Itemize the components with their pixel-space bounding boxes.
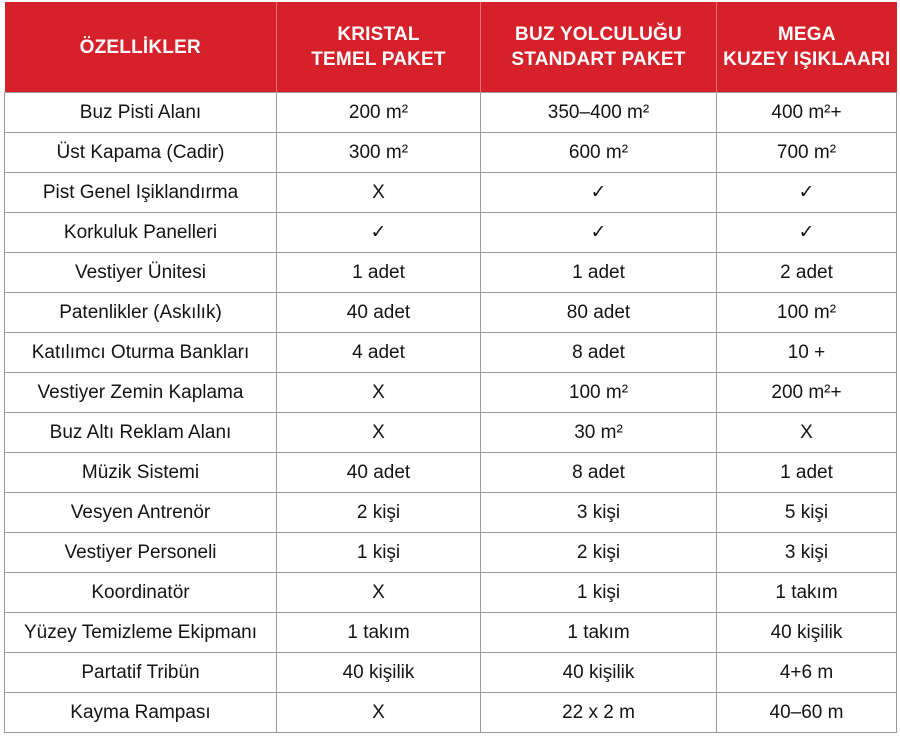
feature-cell: Vestiyer Zemin Kaplama [4, 372, 277, 413]
table-row: Buz Pisti Alanı 200 m² 350–400 m² 400 m²+ [4, 92, 897, 133]
kristal-cell: X [276, 372, 481, 413]
buz-yolculugu-cell: 8 adet [480, 452, 717, 493]
mega-cell: 10 + [716, 332, 897, 373]
kristal-cell: 2 kişi [276, 492, 481, 533]
feature-cell: Yüzey Temizleme Ekipmanı [4, 612, 277, 653]
mega-cell: 40–60 m [716, 692, 897, 733]
buz-yolculugu-cell: 80 adet [480, 292, 717, 333]
buz-yolculugu-cell: 1 adet [480, 252, 717, 293]
kristal-cell: ✓ [276, 212, 481, 253]
feature-cell: Pist Genel Işiklandırma [4, 172, 277, 213]
buz-yolculugu-cell: 100 m² [480, 372, 717, 413]
feature-cell: Patenlikler (Askılık) [4, 292, 277, 333]
mega-cell: 400 m²+ [716, 92, 897, 133]
header-line: MEGA [777, 24, 836, 45]
table-row: Pist Genel Işiklandırma X ✓ ✓ [4, 172, 897, 213]
kristal-cell: X [276, 692, 481, 733]
table-row: Vestiyer Ünitesi 1 adet 1 adet 2 adet [4, 252, 897, 293]
kristal-cell: 200 m² [276, 92, 481, 133]
feature-cell: Buz Altı Reklam Alanı [4, 412, 277, 453]
buz-yolculugu-cell: 22 x 2 m [480, 692, 717, 733]
buz-yolculugu-cell: 1 takım [480, 612, 717, 653]
table-row: Yüzey Temizleme Ekipmanı 1 takım 1 takım 40… [4, 612, 897, 653]
header-mega: MEGA KUZEY IŞIKLAARI [716, 2, 897, 93]
feature-cell: Vestiyer Personeli [4, 532, 277, 573]
table-row: Vestiyer Zemin Kaplama X 100 m² 200 m²+ [4, 372, 897, 413]
mega-cell: 200 m²+ [716, 372, 897, 413]
buz-yolculugu-cell: ✓ [480, 212, 717, 253]
kristal-cell: 40 adet [276, 292, 481, 333]
feature-cell: Koordinatör [4, 572, 277, 613]
mega-cell: 4+6 m [716, 652, 897, 693]
buz-yolculugu-cell: 600 m² [480, 132, 717, 173]
feature-cell: Kayma Rampası [4, 692, 277, 733]
feature-cell: Vestiyer Ünitesi [4, 252, 277, 293]
kristal-cell: X [276, 412, 481, 453]
buz-yolculugu-cell: 350–400 m² [480, 92, 717, 133]
mega-cell: 700 m² [716, 132, 897, 173]
feature-cell: Korkuluk Panelleri [4, 212, 277, 253]
table-row: Partatif Tribün 40 kişilik 40 kişilik 4+6 m [4, 652, 897, 693]
table-row: Vestiyer Personeli 1 kişi 2 kişi 3 kişi [4, 532, 897, 573]
mega-cell: 1 adet [716, 452, 897, 493]
mega-cell: X [716, 412, 897, 453]
kristal-cell: 4 adet [276, 332, 481, 373]
kristal-cell: 300 m² [276, 132, 481, 173]
buz-yolculugu-cell: 3 kişi [480, 492, 717, 533]
header-kristal: KRISTAL TEMEL PAKET [276, 2, 481, 93]
table-row: Koordinatör X 1 kişi 1 takım [4, 572, 897, 613]
buz-yolculugu-cell: 8 adet [480, 332, 717, 373]
feature-cell: Müzik Sistemi [4, 452, 277, 493]
kristal-cell: X [276, 172, 481, 213]
table-row: Korkuluk Panelleri ✓ ✓ ✓ [4, 212, 897, 253]
table-row: Kayma Rampası X 22 x 2 m 40–60 m [4, 692, 897, 733]
table-row: Katılımcı Oturma Bankları 4 adet 8 adet 10 … [4, 332, 897, 373]
feature-cell: Üst Kapama (Cadir) [4, 132, 277, 173]
header-line: BUZ YOLCULUĞU [515, 24, 682, 45]
buz-yolculugu-cell: 2 kişi [480, 532, 717, 573]
mega-cell: 2 adet [716, 252, 897, 293]
header-line: ÖZELLİKLER [79, 36, 201, 58]
kristal-cell: 40 adet [276, 452, 481, 493]
table-body: Buz Pisti Alanı 200 m² 350–400 m² 400 m²+ Üs… [4, 92, 897, 733]
kristal-cell: X [276, 572, 481, 613]
package-comparison: ÖZELLİKLER KRISTAL TEMEL PAKET BUZ YOLCU… [4, 2, 897, 733]
table-row: Buz Altı Reklam Alanı X 30 m² X [4, 412, 897, 453]
buz-yolculugu-cell: 30 m² [480, 412, 717, 453]
mega-cell: 1 takım [716, 572, 897, 613]
header-line: KRISTAL [337, 24, 420, 45]
kristal-cell: 1 adet [276, 252, 481, 293]
mega-cell: 5 kişi [716, 492, 897, 533]
header-line: KUZEY IŞIKLAARI [723, 49, 891, 70]
feature-cell: Vesyen Antrenör [4, 492, 277, 533]
buz-yolculugu-cell: 1 kişi [480, 572, 717, 613]
header-line: STANDART PAKET [511, 49, 686, 70]
feature-cell: Buz Pisti Alanı [4, 92, 277, 133]
mega-cell: ✓ [716, 172, 897, 213]
kristal-cell: 1 takım [276, 612, 481, 653]
mega-cell: ✓ [716, 212, 897, 253]
kristal-cell: 40 kişilik [276, 652, 481, 693]
table-row: Üst Kapama (Cadir) 300 m² 600 m² 700 m² [4, 132, 897, 173]
buz-yolculugu-cell: 40 kişilik [480, 652, 717, 693]
kristal-cell: 1 kişi [276, 532, 481, 573]
header-features: ÖZELLİKLER [4, 2, 277, 93]
mega-cell: 100 m² [716, 292, 897, 333]
table-row: Vesyen Antrenör 2 kişi 3 kişi 5 kişi [4, 492, 897, 533]
header-row: ÖZELLİKLER KRISTAL TEMEL PAKET BUZ YOLCU… [4, 2, 897, 93]
table-row: Müzik Sistemi 40 adet 8 adet 1 adet [4, 452, 897, 493]
mega-cell: 40 kişilik [716, 612, 897, 653]
table-row: Patenlikler (Askılık) 40 adet 80 adet 100 m… [4, 292, 897, 333]
feature-cell: Partatif Tribün [4, 652, 277, 693]
buz-yolculugu-cell: ✓ [480, 172, 717, 213]
feature-cell: Katılımcı Oturma Bankları [4, 332, 277, 373]
mega-cell: 3 kişi [716, 532, 897, 573]
comparison-table: ÖZELLİKLER KRISTAL TEMEL PAKET BUZ YOLCU… [4, 2, 897, 733]
header-line: TEMEL PAKET [311, 49, 446, 70]
header-buz-yolculugu: BUZ YOLCULUĞU STANDART PAKET [480, 2, 717, 93]
